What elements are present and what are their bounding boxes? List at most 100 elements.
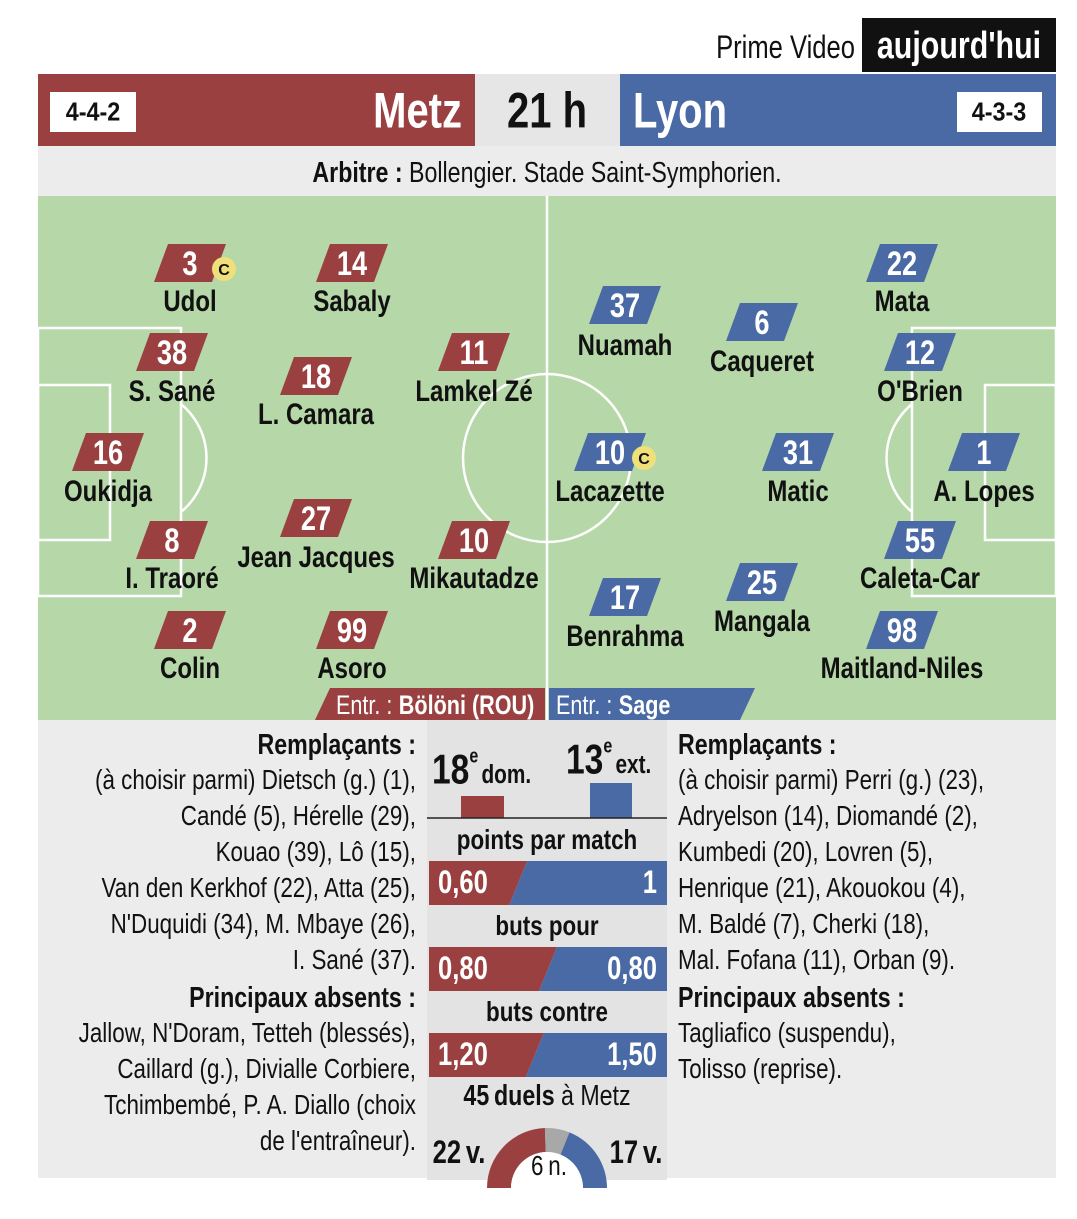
substitutes-line-part: (à choisir parmi) Perri (g.) (23), (678, 765, 984, 796)
stat-home-value: 0,80 (438, 951, 488, 986)
player-name-part: Maitland-Niles (821, 650, 984, 684)
player-number: 6 (754, 303, 769, 342)
player-number-part: 6 (754, 303, 769, 342)
player-name-part: S. Sané (129, 373, 216, 407)
player-name: Jean Jacques (237, 539, 394, 573)
channel-part: Prime Video (716, 30, 855, 65)
number-badge (574, 433, 646, 471)
substitutes-line-part: M. Baldé (7), Cherki (18), (678, 909, 929, 940)
player-name-part: Jean Jacques (237, 539, 394, 573)
referee: Arbitre : Bollengier. Stade Saint-Symphor… (312, 155, 781, 188)
home-name-part: Metz (373, 82, 462, 138)
player-number: 17 (610, 578, 640, 617)
player-number-part: 12 (905, 333, 935, 372)
stat-home-value-part: 1,20 (438, 1037, 488, 1072)
player-name-part: Caleta-Car (860, 560, 980, 594)
substitutes-title-part: Remplaçants : (257, 727, 416, 760)
away-coach-part: Entr. : (556, 690, 612, 720)
absents-line: Caillard (g.), Divialle Corbiere, (117, 1054, 416, 1085)
substitutes-line: I. Sané (37). (293, 945, 416, 976)
absents-line-part: Jallow, N'Doram, Tetteh (blessés), (79, 1018, 416, 1049)
player-name-part: I. Traoré (125, 560, 218, 594)
player-number: 14 (337, 244, 367, 283)
player-number: 11 (460, 333, 489, 372)
player-name: Nuamah (578, 327, 673, 361)
player-number: 12 (905, 333, 935, 372)
player-name: L. Camara (258, 396, 375, 430)
number-badge (884, 521, 956, 559)
player-name: I. Traoré (125, 560, 218, 594)
player-name: Lamkel Zé (415, 373, 532, 407)
stat-home-value: 1,20 (438, 1037, 488, 1072)
duel-draws-part: n. (548, 1151, 567, 1182)
player-name: Caleta-Car (860, 560, 980, 594)
player-name: Mikautadze (409, 560, 538, 594)
substitutes-title: Remplaçants : (257, 727, 416, 760)
rank-label: ext. (615, 750, 651, 779)
stat-home-value: 0,60 (438, 865, 488, 900)
stat-bar-away (539, 947, 667, 991)
number-badge (726, 303, 798, 341)
player-name-part: Mata (875, 283, 930, 317)
player-number-part: 11 (460, 333, 489, 372)
number-badge (72, 433, 144, 471)
player-name: Matic (767, 473, 828, 507)
number-badge (589, 578, 661, 616)
substitutes-line: N'Duquidi (34), M. Mbaye (26), (111, 909, 416, 940)
home-formation: 4-4-2 (66, 98, 121, 126)
away-formation-box (957, 92, 1042, 132)
player-name-part: Oukidja (64, 473, 153, 507)
number-badge (762, 433, 834, 471)
home-formation-part: 4-4-2 (66, 98, 121, 126)
number-badge (589, 286, 661, 324)
duel-home-wins-part: 22 (433, 1135, 461, 1170)
number-badge (866, 244, 938, 282)
away-coach-part: Sage (619, 690, 671, 720)
number-badge (726, 563, 798, 601)
substitutes-line-part: Kouao (39), Lô (15), (216, 837, 416, 868)
player-number-part: 55 (905, 521, 935, 560)
player-number-part: 22 (887, 244, 917, 283)
substitutes-line-part: Candé (5), Hérelle (29), (181, 801, 416, 832)
substitutes-line-part: Kumbedi (20), Lovren (5), (678, 837, 933, 868)
right-arc (885, 403, 913, 513)
number-badge (948, 433, 1020, 471)
captain-mark: C (218, 262, 230, 279)
rank-number: 13 (566, 737, 603, 783)
absents-line: de l'entraîneur). (260, 1126, 416, 1157)
absents-line-part: de l'entraîneur). (260, 1126, 416, 1157)
home-formation-box (50, 92, 136, 132)
number-badge (280, 357, 352, 395)
absents-line-part: Tchimbembé, P. A. Diallo (choix (104, 1090, 416, 1121)
substitutes-line: Adryelson (14), Diomandé (2), (678, 801, 978, 832)
absents-title-part: Principaux absents : (189, 980, 416, 1013)
player-number-part: 3 (182, 244, 197, 283)
number-badge (280, 499, 352, 537)
duel-away-wins-part: 17 (610, 1135, 638, 1170)
player-name: Sabaly (313, 283, 390, 317)
substitutes-line: Henrique (21), Akouokou (4), (678, 873, 965, 904)
duel-home-wins: 22 v. (433, 1135, 486, 1170)
kickoff-part: 21 h (507, 82, 587, 138)
rank-number: 18 (432, 747, 469, 793)
date-part: aujourd'hui (877, 25, 1041, 67)
absents-line: Tagliafico (suspendu), (678, 1018, 896, 1049)
duel-home-wins-part: v. (466, 1135, 485, 1170)
rank-label: dom. (481, 760, 531, 789)
player-name: Asoro (317, 650, 386, 684)
time-header (475, 74, 620, 146)
absents-title: Principaux absents : (678, 980, 905, 1013)
number-badge (438, 333, 510, 371)
home-coach-part: Entr. : (336, 690, 392, 720)
player-name-part: L. Camara (258, 396, 375, 430)
player-name-part: Udol (163, 283, 216, 317)
home-coach-part: Bölöni (ROU) (399, 690, 535, 720)
duel-draws: 6 n. (531, 1151, 567, 1182)
number-badge (884, 333, 956, 371)
player-number-part: 14 (337, 244, 367, 283)
number-badge (438, 521, 510, 559)
substitutes-title-part: Remplaçants : (678, 727, 837, 760)
substitutes-line: Kouao (39), Lô (15), (216, 837, 416, 868)
stat-bar-home (429, 861, 528, 905)
player-number: 3 (182, 244, 197, 283)
